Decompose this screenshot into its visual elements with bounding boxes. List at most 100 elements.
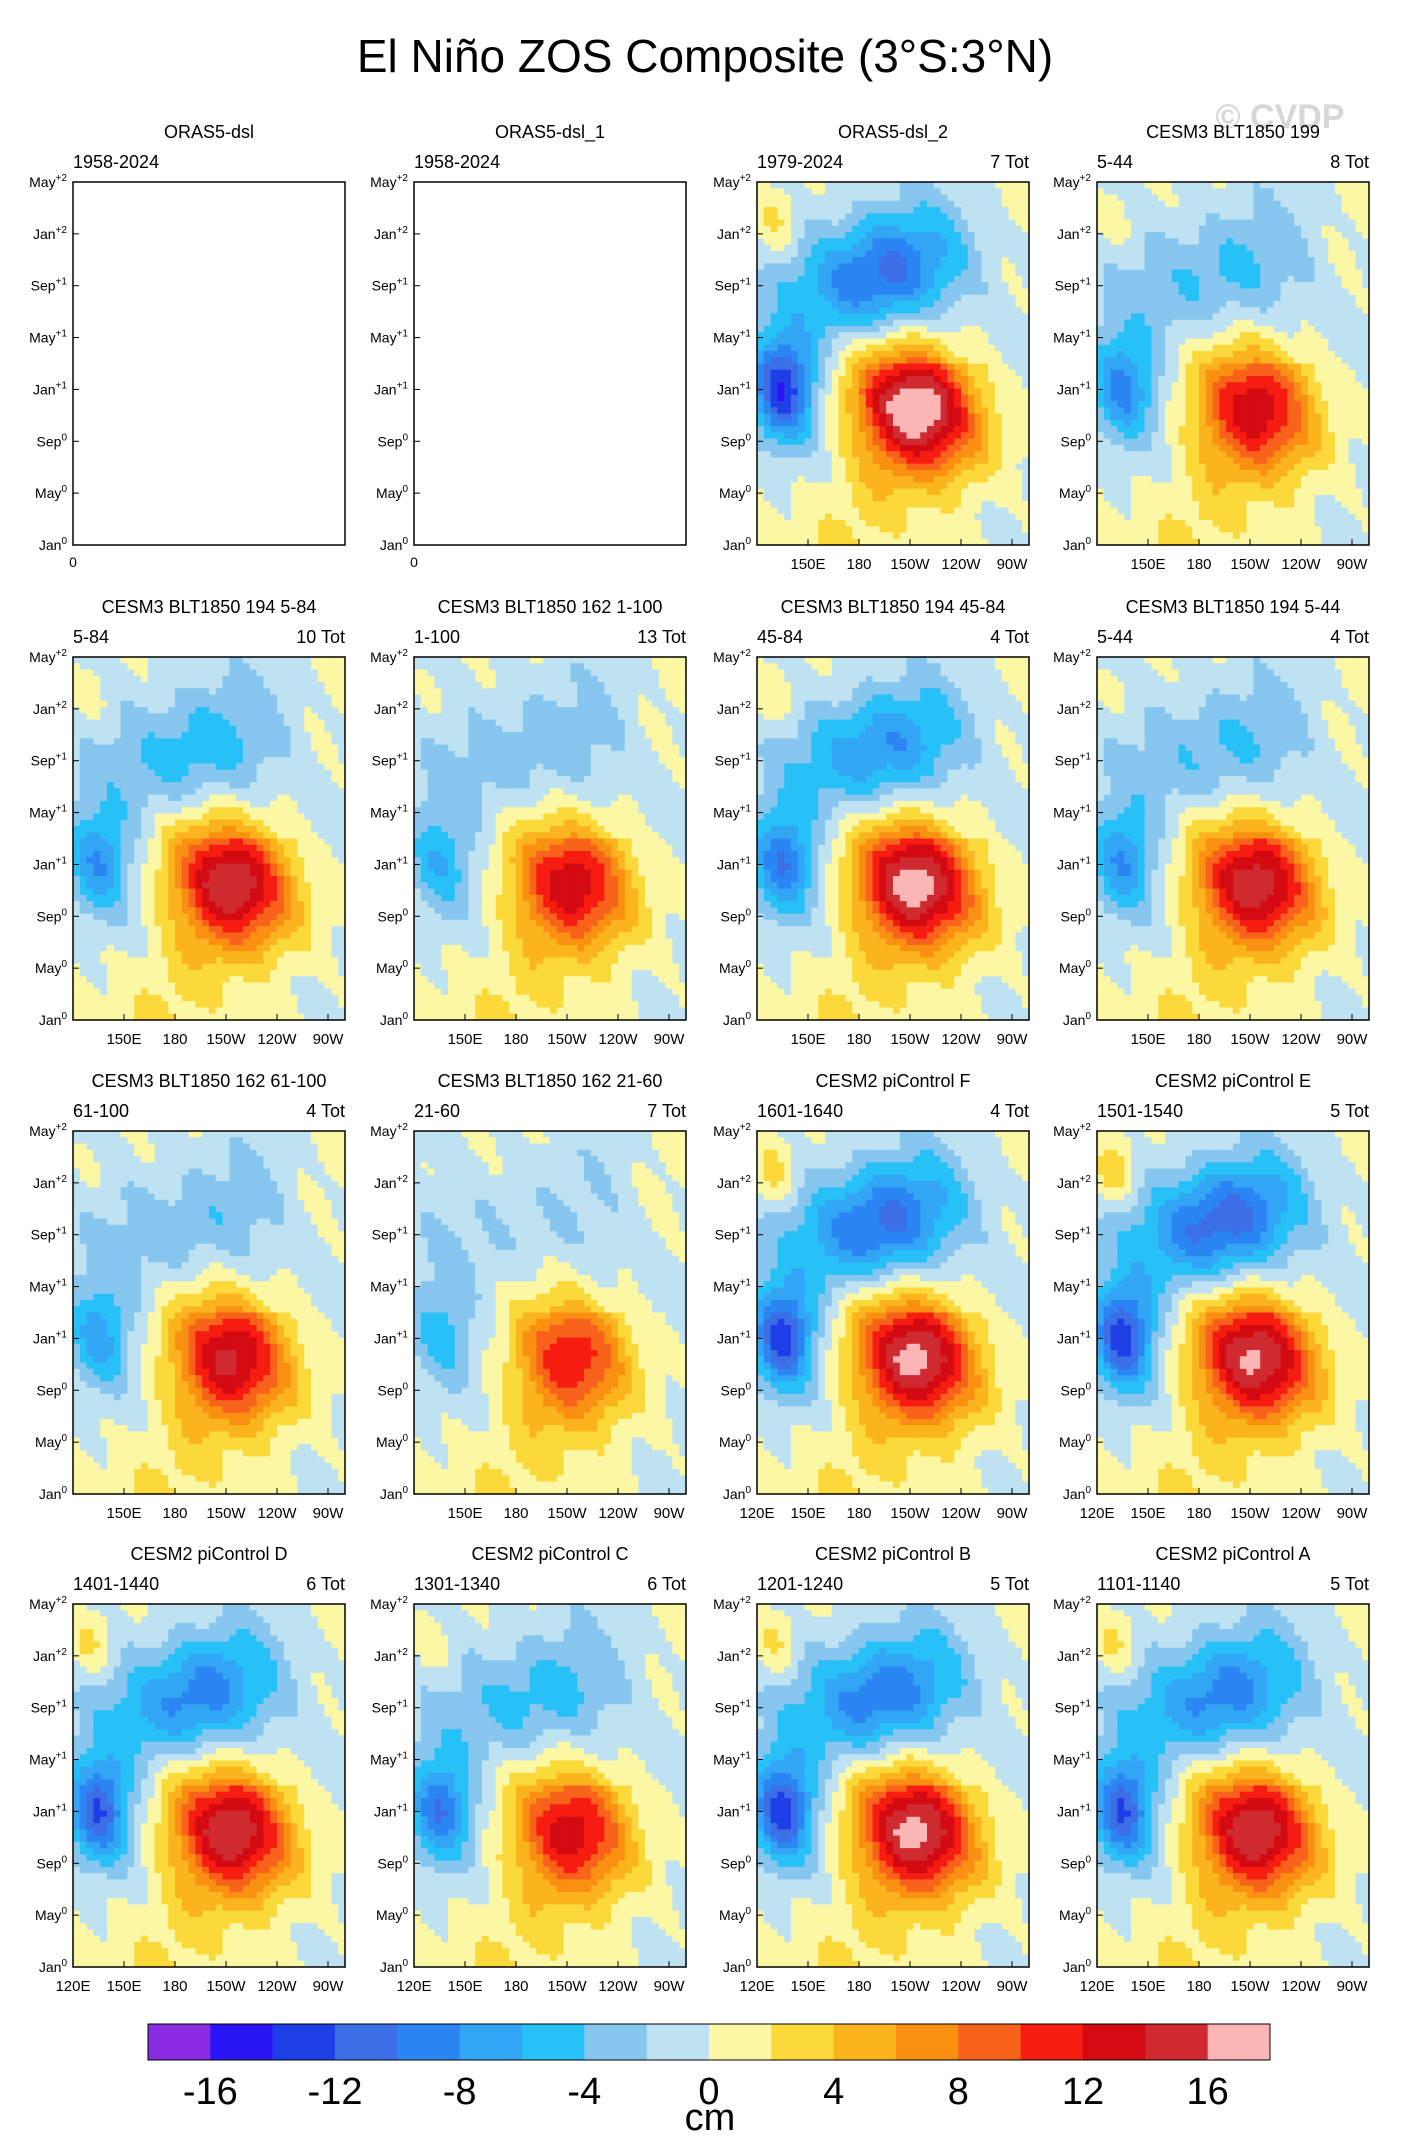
heatmap-cell xyxy=(1199,389,1206,396)
heatmap-cell xyxy=(839,245,846,252)
heatmap-cell xyxy=(845,507,852,514)
heatmap-cell xyxy=(995,439,1002,446)
heatmap-cell xyxy=(1165,514,1172,521)
heatmap-cell xyxy=(1138,332,1145,339)
heatmap-cell xyxy=(1111,439,1118,446)
heatmap-cell xyxy=(777,270,784,277)
heatmap-cell xyxy=(1281,313,1288,320)
heatmap-cell xyxy=(1219,288,1226,295)
heatmap-cell xyxy=(1199,457,1206,464)
heatmap-cell xyxy=(873,351,880,358)
heatmap-cell xyxy=(1015,470,1022,477)
heatmap-cell xyxy=(886,395,893,402)
heatmap-cell xyxy=(1342,426,1349,433)
heatmap-cell xyxy=(1104,389,1111,396)
heatmap-cell xyxy=(859,464,866,471)
heatmap-cell xyxy=(920,320,927,327)
x-tick-label: 150E xyxy=(790,556,825,573)
heatmap-cell xyxy=(784,364,791,371)
heatmap-cell xyxy=(1145,263,1152,270)
heatmap-cell xyxy=(1192,295,1199,302)
heatmap-cell xyxy=(777,213,784,220)
heatmap-cell xyxy=(961,213,968,220)
heatmap-cell xyxy=(1015,395,1022,402)
heatmap-cell xyxy=(1247,332,1254,339)
heatmap-cell xyxy=(907,338,914,345)
heatmap-cell xyxy=(1349,489,1356,496)
heatmap-cell xyxy=(1117,188,1124,195)
heatmap-cell xyxy=(1104,364,1111,371)
heatmap-cell xyxy=(1260,439,1267,446)
heatmap-cell xyxy=(1281,495,1288,502)
heatmap-cell xyxy=(1233,195,1240,202)
heatmap-cell xyxy=(1335,213,1342,220)
panel-event-count: 10 Tot xyxy=(296,627,345,647)
heatmap-cell xyxy=(873,445,880,452)
heatmap-cell xyxy=(927,263,934,270)
heatmap-cell xyxy=(1002,389,1009,396)
heatmap-cell xyxy=(1009,320,1016,327)
heatmap-cell xyxy=(941,395,948,402)
heatmap-cell xyxy=(1213,357,1220,364)
heatmap-cell xyxy=(893,401,900,408)
heatmap-cell xyxy=(1219,320,1226,327)
heatmap-cell xyxy=(1192,401,1199,408)
heatmap-cell xyxy=(93,720,100,727)
heatmap-cell xyxy=(1138,507,1145,514)
heatmap-cell xyxy=(1138,270,1145,277)
heatmap-cell xyxy=(1185,188,1192,195)
heatmap-cell xyxy=(927,432,934,439)
heatmap-cell xyxy=(73,707,80,714)
heatmap-cell xyxy=(1002,489,1009,496)
heatmap-cell xyxy=(87,663,94,670)
heatmap-cell xyxy=(1301,526,1308,533)
heatmap-cell xyxy=(87,839,94,846)
heatmap-cell xyxy=(818,276,825,283)
heatmap-cell xyxy=(995,307,1002,314)
heatmap-cell xyxy=(1213,332,1220,339)
heatmap-cell xyxy=(1267,501,1274,508)
heatmap-cell xyxy=(1213,276,1220,283)
heatmap-cell xyxy=(1226,364,1233,371)
heatmap-cell xyxy=(1287,288,1294,295)
heatmap-cell xyxy=(1124,357,1131,364)
heatmap-cell xyxy=(947,426,954,433)
heatmap-cell xyxy=(1274,414,1281,421)
heatmap-cell xyxy=(832,395,839,402)
heatmap-cell xyxy=(1260,470,1267,477)
heatmap-cell xyxy=(1240,520,1247,527)
heatmap-cell xyxy=(968,501,975,508)
heatmap-cell xyxy=(1335,426,1342,433)
heatmap-cell xyxy=(947,357,954,364)
heatmap-cell xyxy=(811,370,818,377)
heatmap-cell xyxy=(93,1001,100,1008)
heatmap-cell xyxy=(1151,232,1158,239)
heatmap-cell xyxy=(920,301,927,308)
heatmap-cell xyxy=(1253,526,1260,533)
heatmap-cell xyxy=(1009,288,1016,295)
heatmap-cell xyxy=(988,445,995,452)
heatmap-cell xyxy=(73,1001,80,1008)
heatmap-cell xyxy=(80,989,87,996)
heatmap-cell xyxy=(1172,464,1179,471)
heatmap-cell xyxy=(886,489,893,496)
heatmap-cell xyxy=(1294,326,1301,333)
heatmap-cell xyxy=(1104,326,1111,333)
heatmap-cell xyxy=(1009,489,1016,496)
heatmap-cell xyxy=(981,351,988,358)
heatmap-cell xyxy=(771,520,778,527)
heatmap-cell xyxy=(1131,370,1138,377)
heatmap-cell xyxy=(1308,376,1315,383)
heatmap-cell xyxy=(1104,501,1111,508)
heatmap-cell xyxy=(784,338,791,345)
heatmap-cell xyxy=(825,182,832,189)
heatmap-cell xyxy=(927,201,934,208)
heatmap-cell xyxy=(832,526,839,533)
heatmap-cell xyxy=(1158,263,1165,270)
heatmap-cell xyxy=(975,282,982,289)
heatmap-cell xyxy=(764,470,771,477)
heatmap-cell xyxy=(784,213,791,220)
heatmap-cell xyxy=(1315,401,1322,408)
heatmap-cell xyxy=(1301,301,1308,308)
heatmap-cell xyxy=(859,445,866,452)
